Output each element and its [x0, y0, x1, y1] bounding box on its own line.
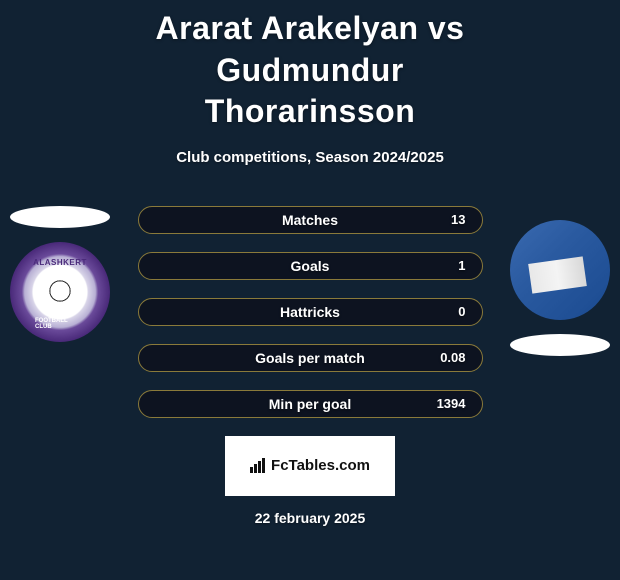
- stat-row-matches: Matches 13: [138, 206, 483, 234]
- fctables-badge[interactable]: FcTables.com: [225, 436, 395, 496]
- title-line-2: Thorarinsson: [205, 93, 415, 129]
- subtitle: Club competitions, Season 2024/2025: [0, 149, 620, 166]
- stat-value-right: 13: [451, 212, 465, 227]
- stat-row-hattricks: Hattricks 0: [138, 298, 483, 326]
- stat-value-right: 0.08: [440, 350, 465, 365]
- player-right-column: [510, 206, 610, 356]
- stat-label: Min per goal: [269, 396, 351, 412]
- player-right-photo: [510, 220, 610, 320]
- player-right-name-oval: [510, 334, 610, 356]
- bar-chart-icon: [250, 458, 265, 474]
- comparison-card: Ararat Arakelyan vs Gudmundur Thorarinss…: [0, 0, 620, 580]
- stat-row-min-per-goal: Min per goal 1394: [138, 390, 483, 418]
- stat-label: Goals: [291, 258, 330, 274]
- stat-value-right: 0: [458, 304, 465, 319]
- date-text: 22 february 2025: [0, 510, 620, 526]
- fctables-label: FcTables.com: [271, 457, 370, 474]
- player-left-club-badge: FOOTBALL CLUB: [10, 242, 110, 342]
- page-title: Ararat Arakelyan vs Gudmundur Thorarinss…: [0, 8, 620, 133]
- player-left-name-oval: [10, 206, 110, 228]
- player-left-column: FOOTBALL CLUB: [10, 206, 110, 342]
- stat-value-right: 1: [458, 258, 465, 273]
- stat-label: Goals per match: [255, 350, 365, 366]
- badge-subtext: FOOTBALL CLUB: [35, 318, 85, 330]
- stat-row-goals-per-match: Goals per match 0.08: [138, 344, 483, 372]
- stat-row-goals: Goals 1: [138, 252, 483, 280]
- stats-area: FOOTBALL CLUB Matches 13 Goals 1 Hattric…: [0, 206, 620, 418]
- stat-value-right: 1394: [437, 396, 466, 411]
- stat-label: Hattricks: [280, 304, 340, 320]
- title-line-1: Ararat Arakelyan vs Gudmundur: [156, 10, 465, 88]
- stat-label: Matches: [282, 212, 338, 228]
